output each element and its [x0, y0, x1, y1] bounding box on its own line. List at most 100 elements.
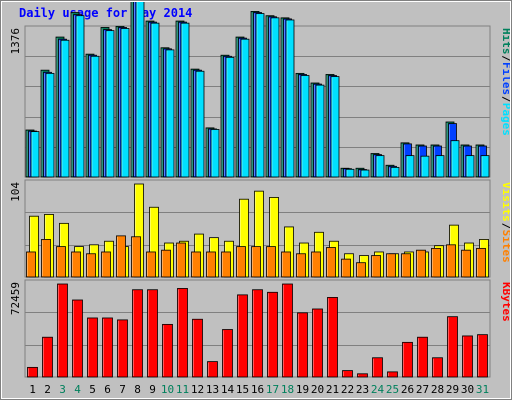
legend-sites: Sites: [500, 230, 512, 263]
x-tick-label-day-1: 1: [29, 383, 36, 396]
x-tick-label-day-30: 30: [461, 383, 474, 396]
bar-sites-day-25: [386, 253, 396, 278]
bar-sites-day-21: [326, 247, 336, 278]
bar-sites-day-27: [416, 249, 426, 278]
bar-kbytes-day-12: [192, 318, 203, 378]
x-tick-label-day-8: 8: [134, 383, 141, 396]
bar-kbytes-day-24: [372, 357, 383, 378]
x-tick-label-day-2: 2: [44, 383, 51, 396]
bar-sites-day-28: [431, 247, 441, 278]
x-tick-label-day-7: 7: [119, 383, 126, 396]
bar-pages-day-25: [390, 166, 400, 178]
bar-pages-day-2: [45, 72, 55, 178]
bar-kbytes-day-16: [252, 289, 263, 378]
bar-sites-day-16: [251, 246, 261, 278]
bar-kbytes-day-22: [342, 370, 353, 378]
bar-sites-day-4: [71, 251, 81, 278]
bar-kbytes-day-28: [432, 357, 443, 378]
panel-legend-kbytes: KBytes: [500, 282, 512, 322]
bar-sites-day-24: [371, 255, 381, 278]
chart-title: Daily usage for May 2014: [19, 6, 192, 20]
x-tick-label-day-22: 22: [341, 383, 354, 396]
x-tick-label-day-6: 6: [104, 383, 111, 396]
bar-pages-day-14: [225, 56, 235, 178]
bar-pages-day-26: [405, 155, 415, 178]
bar-pages-day-6: [105, 30, 115, 178]
bar-pages-day-24: [375, 155, 385, 178]
x-tick-label-day-23: 23: [356, 383, 369, 396]
panel-max-label: 1376: [9, 28, 22, 55]
panel-legend-visits-sites: Visits/Sites: [500, 182, 512, 263]
bar-kbytes-day-2: [42, 336, 53, 378]
bar-sites-day-7: [116, 235, 126, 278]
bar-pages-day-1: [30, 131, 40, 178]
bar-pages-day-31: [480, 155, 490, 178]
bar-kbytes-day-27: [417, 336, 428, 378]
bar-kbytes-day-21: [327, 297, 338, 378]
chart-panels: 1376 Hits/Files/Pages 104 Visits/Sites72459…: [9, 0, 512, 378]
bar-pages-day-21: [330, 76, 340, 178]
x-axis-day-labels: 1 2 3 4 5 6 7 8 9 10 11 12 13 14 15 16 17 18 19 20 21 22 23 24 2…: [29, 383, 489, 396]
bar-pages-day-18: [285, 19, 295, 178]
bar-kbytes-day-5: [87, 317, 98, 378]
bar-pages-day-22: [345, 168, 355, 178]
legend-separator: /: [500, 96, 512, 103]
bar-sites-day-18: [281, 251, 291, 278]
bar-kbytes-day-13: [207, 361, 218, 378]
bar-sites-day-13: [206, 251, 216, 278]
bar-sites-day-6: [101, 251, 111, 278]
bar-kbytes-day-6: [102, 317, 113, 378]
bar-kbytes-day-10: [162, 323, 173, 378]
bar-sites-day-11: [176, 242, 186, 278]
bar-sites-day-3: [56, 246, 66, 278]
x-tick-label-day-27: 27: [416, 383, 429, 396]
bar-pages-day-15: [240, 38, 250, 178]
x-tick-label-day-11: 11: [176, 383, 189, 396]
panel-visits-sites: 104 Visits/Sites: [9, 179, 512, 278]
legend-separator: /: [500, 55, 512, 62]
bar-pages-day-5: [90, 55, 100, 178]
bar-pages-day-30: [465, 155, 475, 178]
x-tick-label-day-17: 17: [266, 383, 279, 396]
legend-visits: Visits: [500, 182, 512, 222]
bar-sites-day-20: [311, 251, 321, 278]
bar-kbytes-day-19: [297, 312, 308, 378]
bar-kbytes-day-1: [27, 366, 38, 378]
bar-sites-day-8: [131, 236, 141, 278]
x-tick-label-day-5: 5: [89, 383, 96, 396]
bar-sites-day-15: [236, 246, 246, 278]
bar-pages-day-7: [120, 28, 130, 178]
x-tick-label-day-18: 18: [281, 383, 294, 396]
bar-sites-day-19: [296, 253, 306, 278]
x-tick-label-day-9: 9: [149, 383, 156, 396]
x-tick-label-day-10: 10: [161, 383, 174, 396]
x-tick-label-day-26: 26: [401, 383, 414, 396]
x-tick-label-day-24: 24: [371, 383, 385, 396]
panel-legend-hits-files-pages: Hits/Files/Pages: [500, 28, 512, 136]
bar-kbytes-day-15: [237, 294, 248, 378]
bar-pages-day-12: [195, 70, 205, 178]
x-tick-label-day-15: 15: [236, 383, 249, 396]
bar-kbytes-day-3: [57, 283, 68, 378]
bar-sites-day-22: [341, 258, 351, 278]
bar-kbytes-day-4: [72, 299, 83, 378]
bar-sites-day-23: [356, 262, 366, 278]
x-tick-label-day-16: 16: [251, 383, 264, 396]
bar-kbytes-day-14: [222, 329, 233, 378]
x-tick-label-day-3: 3: [59, 383, 66, 396]
bar-sites-day-14: [221, 251, 231, 278]
x-tick-label-day-14: 14: [221, 383, 235, 396]
bar-kbytes-day-18: [282, 283, 293, 378]
panel-kbytes: 72459 KBytes: [9, 279, 512, 378]
legend-kbytes: KBytes: [500, 282, 512, 322]
bar-sites-day-5: [86, 253, 96, 278]
bar-pages-day-19: [300, 75, 310, 178]
bar-sites-day-17: [266, 246, 276, 278]
bar-pages-day-4: [75, 15, 85, 178]
bar-pages-day-9: [150, 22, 160, 178]
bar-sites-day-10: [161, 249, 171, 278]
bar-sites-day-1: [26, 251, 36, 278]
bar-kbytes-day-7: [117, 319, 128, 378]
